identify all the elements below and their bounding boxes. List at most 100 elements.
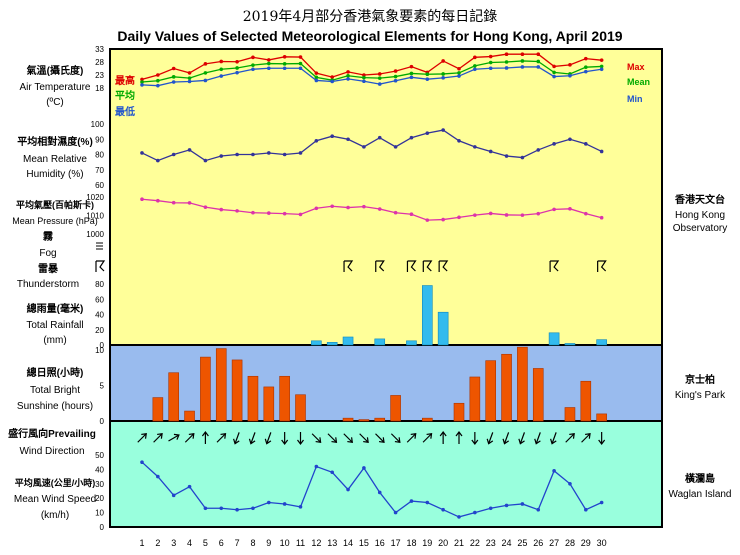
thunderstorm-icon	[95, 260, 106, 272]
legend-min-cn: 最低	[115, 105, 135, 118]
wind-arrow-head	[363, 437, 369, 443]
rainfall-bar	[564, 343, 576, 346]
temp-max-point	[235, 59, 239, 64]
thunderstorm-marker	[406, 260, 417, 272]
wind-direction-arrow	[168, 433, 180, 442]
wind-arrow-head	[569, 433, 575, 439]
wind-arrow-head	[439, 431, 447, 437]
rh-point	[488, 149, 493, 154]
x-tick-label: 2	[155, 538, 160, 548]
x-tick-label: 11	[296, 538, 305, 548]
temp-max-point	[219, 59, 224, 64]
wind-arrow-shaft	[216, 433, 226, 443]
temp-min-point	[187, 79, 192, 84]
x-tick-label: 1	[139, 538, 144, 548]
sunshine-bar	[580, 380, 592, 422]
wspd-point	[235, 507, 239, 512]
sunshine-bar	[168, 372, 179, 422]
pres-point	[203, 205, 208, 209]
left-labels: 氣溫(攝氏度) Air Temperature (ºC) 平均相對濕度(%) M…	[8, 64, 98, 521]
wspd-tick: 20	[95, 494, 104, 503]
temp-min-point	[599, 67, 604, 72]
rh-point	[584, 142, 588, 146]
wspd-point	[346, 487, 350, 492]
temp-max-point	[267, 58, 271, 62]
temp-mean-point	[599, 64, 604, 69]
sunshine-bar	[564, 407, 576, 422]
wind-direction-arrow	[201, 431, 209, 444]
x-tick-label: 27	[549, 538, 559, 548]
sunshine-bar	[517, 346, 528, 422]
x-tick-label: 18	[406, 538, 416, 548]
temp-max-point	[330, 75, 335, 79]
wind-arrow-shaft	[519, 432, 526, 444]
wspd-point	[520, 502, 525, 506]
wind-arrow-shaft	[406, 433, 417, 443]
sunshine-bar	[279, 375, 290, 422]
temp-max-point	[171, 66, 176, 71]
wind-direction-arrow	[359, 433, 369, 443]
wind-arrow-head	[188, 433, 195, 439]
wspd-tick: 10	[95, 509, 104, 518]
temp-tick: 18	[95, 84, 104, 93]
rainfall-bar	[374, 338, 386, 346]
pres-point	[520, 213, 525, 217]
wind-arrow-head	[347, 437, 353, 443]
legend-max-cn: 最高	[115, 74, 135, 87]
temp-label-en1: Air Temperature	[20, 82, 91, 93]
temp-min-point	[298, 66, 303, 71]
x-tick-label: 8	[250, 538, 255, 548]
panel-hko-bg	[110, 49, 662, 345]
pres-line	[141, 198, 602, 221]
wind-arrow-shaft	[503, 432, 510, 444]
x-tick-label: 7	[235, 538, 240, 548]
sunshine-bar	[532, 368, 544, 422]
wind-arrow-head	[233, 438, 240, 445]
temp-min-point	[282, 66, 287, 71]
temp-min-point	[473, 67, 477, 72]
wind-arrow-head	[394, 437, 401, 443]
x-tick-label: 17	[391, 538, 401, 548]
sunshine-bar	[152, 397, 164, 422]
x-tick-label: 12	[311, 538, 321, 548]
rh-point	[171, 152, 176, 157]
wind-arrow-head	[297, 439, 304, 445]
temp-min-point	[203, 78, 208, 83]
sunshine-bar	[184, 410, 195, 422]
wind-direction-arrow	[455, 431, 463, 444]
sun-label-en2: Sunshine (hours)	[17, 401, 93, 412]
sunshine-bar	[200, 356, 211, 422]
temp-mean-point	[203, 71, 208, 75]
temp-min-point	[362, 79, 366, 84]
rh-point	[346, 137, 350, 142]
rh-label-en2: Humidity (%)	[26, 169, 83, 180]
temp-max-line	[141, 53, 602, 81]
wind-direction-arrow	[153, 433, 163, 443]
temp-mean-point	[362, 75, 366, 80]
temp-max-point	[314, 71, 319, 75]
wspd-point	[441, 507, 445, 512]
legend-mean-en: Mean	[627, 77, 650, 87]
wind-arrow-shaft	[153, 433, 163, 443]
x-tick-label: 29	[581, 538, 591, 548]
rh-point	[282, 152, 287, 157]
legend-min-en: Min	[627, 94, 643, 104]
rh-tick: 70	[95, 166, 104, 175]
wind-arrow-head	[486, 438, 494, 445]
wind-arrow-shaft	[234, 432, 240, 444]
sunshine-bar	[247, 375, 259, 422]
wspd-point	[251, 506, 255, 511]
wspd-tick: 30	[95, 480, 104, 489]
sun-tick: 5	[100, 382, 105, 391]
temp-min-point	[584, 69, 588, 74]
wind-arrow-head	[220, 433, 227, 439]
wind-arrow-shaft	[565, 433, 575, 443]
temp-max-point	[140, 77, 144, 82]
temp-max-point	[552, 64, 556, 69]
rh-point	[599, 149, 604, 154]
temp-mean-point	[409, 71, 414, 76]
rh-point	[314, 138, 319, 143]
sunshine-bar	[421, 417, 433, 422]
thunderstorm-marker	[438, 260, 449, 272]
